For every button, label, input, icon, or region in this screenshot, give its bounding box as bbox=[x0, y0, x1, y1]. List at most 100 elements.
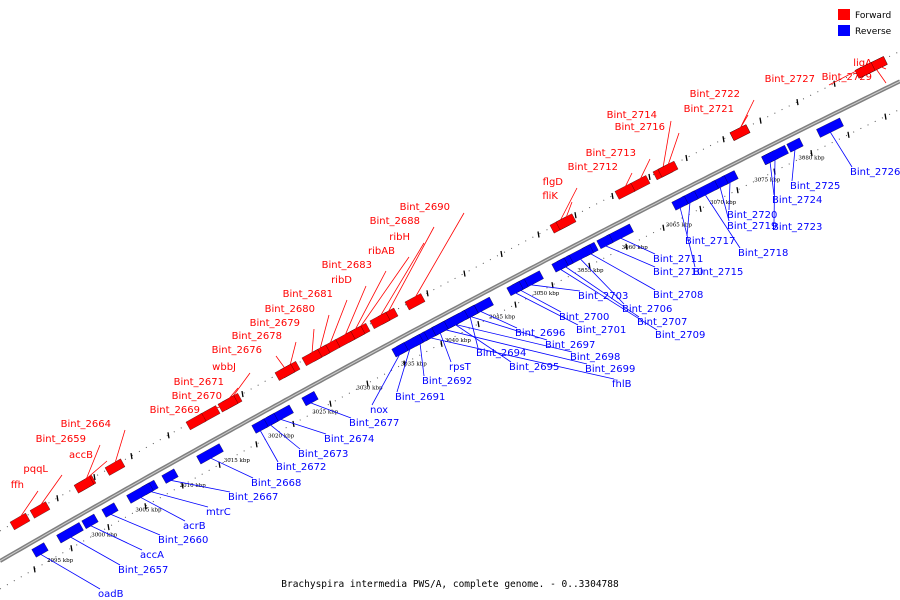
reverse-label-leader bbox=[39, 553, 101, 590]
reverse-gene-label: Bint_2710 bbox=[653, 267, 703, 278]
forward-gene-label: Bint_2676 bbox=[212, 345, 262, 356]
scale-tick-label: 3065 kbp bbox=[666, 222, 693, 228]
legend-forward-swatch bbox=[838, 9, 850, 20]
forward-track-tick bbox=[500, 250, 503, 258]
forward-gene-label: Bint_2714 bbox=[607, 110, 657, 121]
forward-gene-label: Bint_2678 bbox=[232, 331, 282, 342]
reverse-track-tick bbox=[70, 545, 73, 552]
forward-label-leader bbox=[354, 270, 387, 331]
forward-label-leader bbox=[739, 99, 755, 129]
genome-caption: Brachyspira intermedia PWS/A, complete g… bbox=[281, 579, 619, 590]
forward-gene-label: ribAB bbox=[368, 246, 395, 257]
forward-track-tick bbox=[722, 136, 725, 143]
scale-tick-label: 3005 kbp bbox=[135, 508, 162, 514]
reverse-gene-label: Bint_2700 bbox=[559, 312, 609, 323]
forward-gene-block bbox=[217, 395, 239, 413]
reverse-label-leader bbox=[69, 536, 121, 566]
reverse-label-leader bbox=[469, 316, 548, 341]
reverse-label-leader bbox=[514, 292, 579, 326]
scale-tick-label: 3060 kbp bbox=[622, 245, 649, 251]
reverse-gene-label: Bint_2717 bbox=[685, 236, 735, 247]
reverse-track-tick bbox=[218, 461, 221, 468]
forward-gene-block bbox=[657, 160, 679, 178]
reverse-gene-label: Bint_2698 bbox=[570, 352, 620, 363]
scale-tick-label: 3030 kbp bbox=[356, 385, 383, 391]
scale-tick-label: 3050 kbp bbox=[533, 291, 560, 297]
reverse-gene-block bbox=[551, 257, 569, 273]
reverse-gene-label: Bint_2674 bbox=[324, 434, 374, 445]
forward-label-leader bbox=[565, 201, 573, 219]
reverse-gene-label: Bint_2703 bbox=[578, 291, 628, 302]
forward-gene-label: Bint_2670 bbox=[172, 391, 222, 402]
reverse-label-leader bbox=[454, 323, 573, 353]
forward-gene-label: Bint_2722 bbox=[690, 89, 740, 100]
reverse-gene-block bbox=[761, 144, 789, 166]
reverse-label-leader bbox=[259, 429, 279, 463]
reverse-gene-label: Bint_2673 bbox=[298, 449, 348, 460]
reverse-gene-label: Bint_2677 bbox=[349, 418, 399, 429]
reverse-gene-label: rpsT bbox=[449, 362, 472, 373]
legend: Forward Reverse bbox=[838, 9, 892, 37]
reverse-label-leader bbox=[559, 268, 658, 331]
reverse-label-leader bbox=[89, 525, 143, 551]
reverse-gene-label: acrB bbox=[183, 521, 206, 532]
reverse-label-leader bbox=[469, 316, 479, 349]
forward-gene-label: pqqL bbox=[23, 464, 48, 475]
genome-backbone-highlight bbox=[0, 80, 900, 562]
scale-tick-label: 3075 kbp bbox=[754, 178, 781, 184]
reverse-track-tick bbox=[440, 340, 443, 347]
reverse-label-leader bbox=[773, 159, 776, 223]
reverse-label-leader bbox=[589, 253, 656, 291]
scale-tick-label: 3020 kbp bbox=[268, 434, 295, 440]
forward-gene-label: Bint_2690 bbox=[400, 202, 450, 213]
forward-gene-block bbox=[29, 501, 51, 519]
reverse-label-leader bbox=[619, 237, 656, 255]
reverse-label-leader bbox=[604, 245, 656, 268]
forward-track-tick bbox=[796, 98, 799, 106]
forward-gene-block bbox=[555, 213, 577, 231]
reverse-label-leader bbox=[309, 402, 352, 419]
reverse-gene-label: Bint_2726 bbox=[850, 167, 900, 178]
reverse-gene-label: nox bbox=[370, 405, 388, 416]
forward-label-leader bbox=[319, 314, 330, 350]
forward-track-tick bbox=[93, 474, 96, 481]
reverse-gene-block bbox=[196, 443, 224, 465]
scale-tick-label: 3025 kbp bbox=[312, 409, 339, 415]
reverse-gene-label: Bint_2709 bbox=[655, 330, 705, 341]
forward-label-leader bbox=[195, 415, 215, 419]
scale-tick-label: 3035 kbp bbox=[401, 361, 428, 367]
forward-gene-label: Bint_2679 bbox=[250, 318, 300, 329]
scale-tick-label: 3045 kbp bbox=[489, 314, 516, 320]
forward-gene-label: wbbJ bbox=[212, 362, 236, 373]
forward-label-leader bbox=[289, 341, 297, 366]
reverse-track-tick bbox=[736, 187, 739, 194]
forward-label-leader bbox=[379, 242, 425, 317]
forward-gene-block bbox=[369, 312, 391, 330]
forward-gene-label: Bint_2729 bbox=[822, 72, 872, 83]
forward-gene-label: Bint_2664 bbox=[61, 419, 111, 430]
reverse-gene-block bbox=[161, 468, 179, 484]
reverse-label-leader bbox=[371, 353, 401, 406]
forward-gene-label: Bint_2680 bbox=[265, 304, 315, 315]
reverse-gene-label: accA bbox=[140, 550, 164, 561]
forward-label-leader bbox=[231, 372, 251, 398]
reverse-gene-label: Bint_2719 bbox=[727, 221, 777, 232]
scale-tick-label: 3000 kbp bbox=[91, 533, 118, 539]
legend-reverse-label: Reverse bbox=[855, 27, 892, 37]
reverse-label-leader bbox=[269, 424, 301, 450]
legend-forward-label: Forward bbox=[855, 11, 891, 21]
reverse-track-tick bbox=[625, 243, 628, 250]
forward-gene-label: ffh bbox=[11, 480, 24, 491]
reverse-label-leader bbox=[279, 418, 327, 435]
forward-label-leader bbox=[275, 355, 286, 369]
reverse-label-leader bbox=[444, 329, 588, 365]
forward-gene-block bbox=[854, 62, 876, 79]
forward-gene-label: accB bbox=[69, 450, 93, 461]
reverse-gene-label: Bint_2691 bbox=[395, 392, 445, 403]
reverse-label-leader bbox=[686, 201, 691, 237]
forward-label-leader bbox=[83, 460, 108, 482]
forward-gene-label: Bint_2688 bbox=[370, 216, 420, 227]
forward-label-leader bbox=[414, 212, 465, 298]
reverse-gene-block bbox=[81, 513, 99, 530]
reverse-label-leader bbox=[149, 491, 209, 508]
